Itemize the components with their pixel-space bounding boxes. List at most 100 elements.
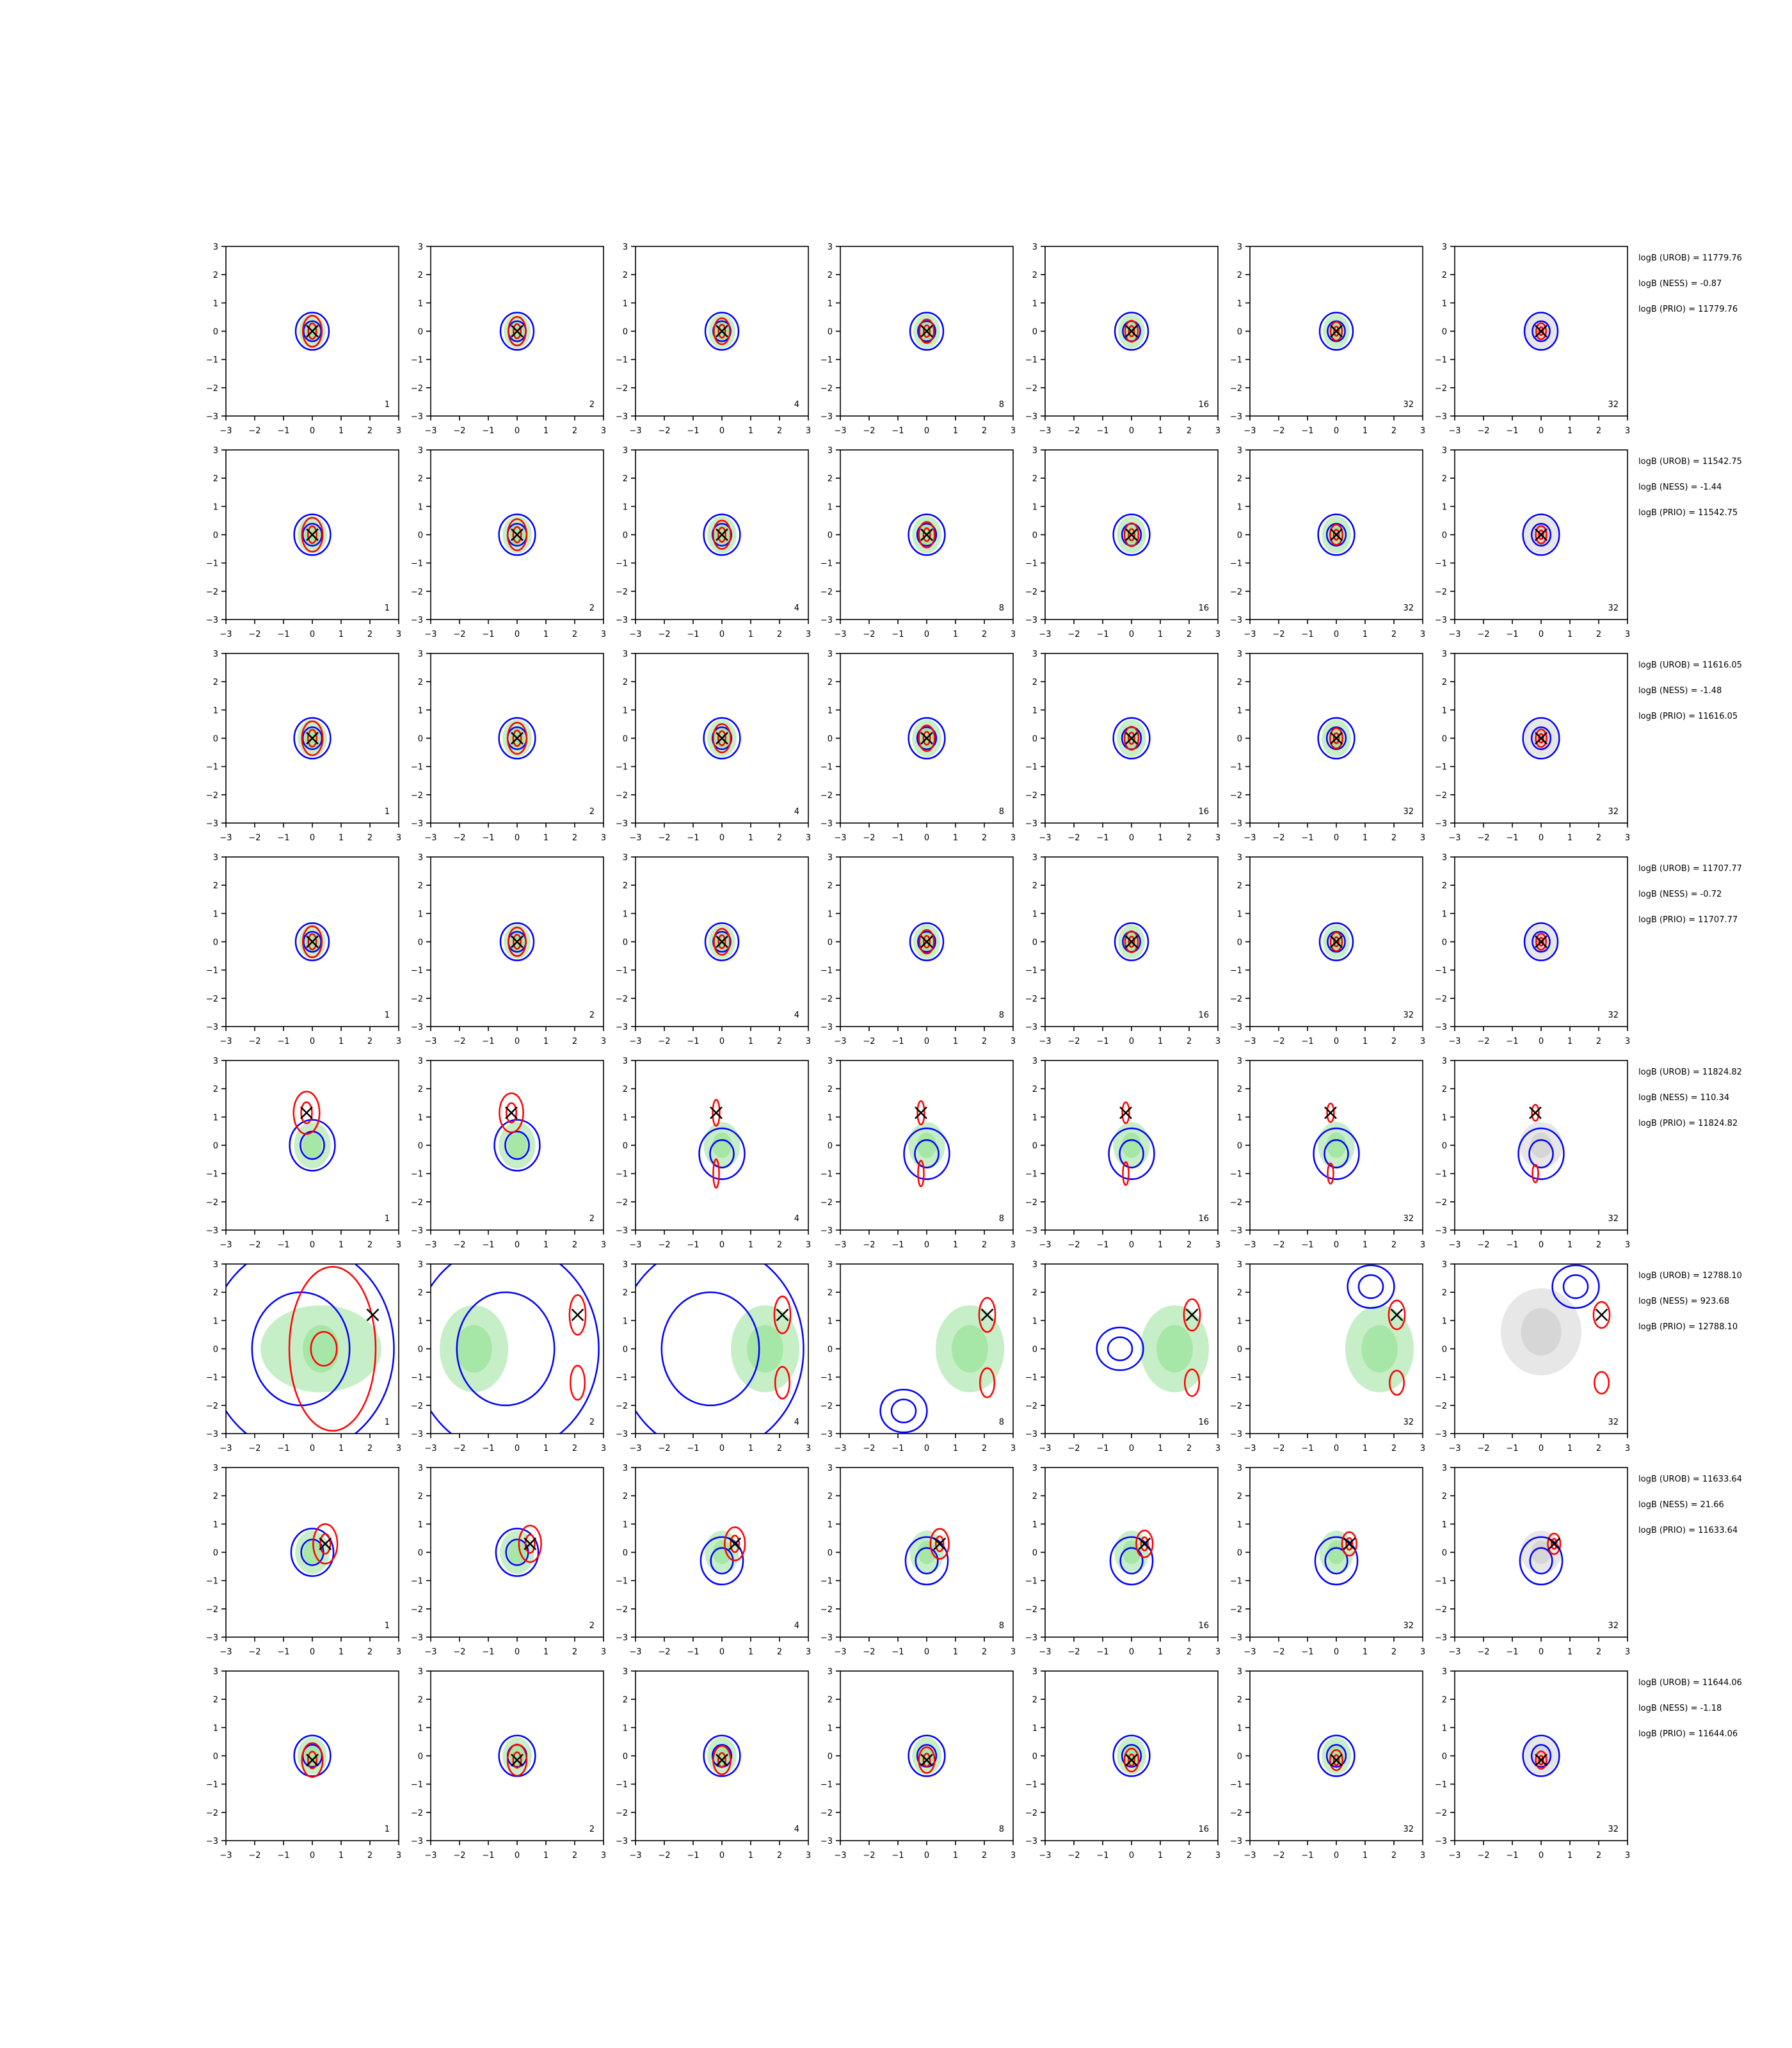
panel: −3−3 −2 −2 −1 −1 0 0 1 1 2 2 3 3 8 bbox=[820, 650, 1016, 843]
x-tick-label: −3 bbox=[1448, 1444, 1460, 1453]
y-tick-label: −1 bbox=[616, 763, 628, 772]
x-tick-label: −2 bbox=[863, 426, 875, 436]
x-tick-label: 0 bbox=[1539, 833, 1544, 843]
panel-column-label: 1 bbox=[385, 604, 390, 613]
blue-contour-outer bbox=[909, 922, 945, 961]
x-tick-label: −1 bbox=[687, 833, 699, 843]
x-tick-label: 1 bbox=[1158, 426, 1163, 436]
y-tick-label: 1 bbox=[1032, 1520, 1037, 1530]
x-tick-label: −2 bbox=[1272, 426, 1284, 436]
panel-plot-area bbox=[908, 1734, 946, 1777]
y-tick-label: −3 bbox=[1025, 819, 1037, 829]
prior-density-inner bbox=[1530, 1132, 1552, 1158]
panel-plot-area bbox=[1522, 1734, 1560, 1777]
x-tick-label: −2 bbox=[1272, 1851, 1284, 1860]
x-tick-label: 2 bbox=[1187, 1444, 1192, 1453]
red-contour-inner bbox=[1333, 325, 1340, 337]
x-tick-label: −2 bbox=[453, 1240, 465, 1250]
blue-contour-inner bbox=[1530, 726, 1552, 750]
blue-contour-outer bbox=[700, 1536, 744, 1586]
x-tick-label: 3 bbox=[1011, 1851, 1016, 1860]
y-tick-label: 1 bbox=[623, 1520, 628, 1530]
y-tick-label: 0 bbox=[1237, 1752, 1242, 1762]
y-tick-label: −3 bbox=[820, 616, 833, 625]
panel: −3−3 −2 −2 −1 −1 0 0 1 1 2 2 3 3 32 bbox=[1230, 446, 1425, 639]
x-tick-label: −1 bbox=[687, 630, 699, 639]
x-tick-label: 2 bbox=[1187, 426, 1192, 436]
x-tick-label: 3 bbox=[396, 426, 401, 436]
y-tick-label: 0 bbox=[213, 1752, 218, 1762]
x-tick-label: −2 bbox=[1068, 1037, 1080, 1046]
x-tick-label: 1 bbox=[1567, 1240, 1572, 1250]
panel-column-label: 4 bbox=[794, 807, 799, 817]
x-tick-label: 1 bbox=[953, 1647, 958, 1657]
panel: −3−3 −2 −2 −1 −1 0 0 1 1 2 2 3 3 1 bbox=[206, 446, 401, 639]
y-tick-label: 1 bbox=[213, 299, 218, 308]
y-tick-label: 2 bbox=[418, 1085, 423, 1094]
red-contour-inner bbox=[300, 1101, 313, 1124]
x-tick-label: 1 bbox=[339, 1851, 344, 1860]
x-tick-label: −2 bbox=[863, 1037, 875, 1046]
x-tick-label: 1 bbox=[953, 833, 958, 843]
red-contour-outer bbox=[1535, 932, 1547, 951]
y-tick-label: 2 bbox=[213, 1492, 218, 1501]
y-tick-label: −3 bbox=[1435, 819, 1447, 829]
y-tick-label: 3 bbox=[1442, 446, 1447, 456]
red-contour-outer bbox=[918, 724, 936, 752]
x-tick-label: −1 bbox=[482, 630, 494, 639]
y-tick-label: 3 bbox=[1237, 650, 1242, 659]
y-tick-label: 2 bbox=[418, 1288, 423, 1298]
y-tick-label: −3 bbox=[820, 1430, 833, 1439]
blue-contour-outer bbox=[1314, 1536, 1359, 1586]
y-tick-label: −3 bbox=[1435, 1023, 1447, 1032]
y-tick-label: 2 bbox=[418, 474, 423, 484]
panel-plot-area bbox=[1501, 1264, 1611, 1395]
blue-contour-inner bbox=[914, 1139, 940, 1169]
y-tick-label: 2 bbox=[418, 881, 423, 891]
y-tick-label: −2 bbox=[1230, 791, 1242, 801]
x-tick-label: −3 bbox=[1039, 1851, 1051, 1860]
x-tick-label: −1 bbox=[482, 426, 494, 436]
x-tick-label: −2 bbox=[453, 1851, 465, 1860]
y-tick-label: 0 bbox=[623, 531, 628, 541]
panel-column-label: 32 bbox=[1403, 1214, 1414, 1224]
y-tick-label: −2 bbox=[616, 791, 628, 801]
red-contour-upper bbox=[712, 1099, 721, 1127]
x-tick-label: 0 bbox=[1129, 1647, 1134, 1657]
x-tick-label: −3 bbox=[1448, 630, 1460, 639]
panel: −3−3 −2 −2 −1 −1 0 0 1 1 2 2 3 3 32 bbox=[1435, 1260, 1630, 1453]
x-tick-label: 2 bbox=[1187, 1240, 1192, 1250]
panel-plot-area bbox=[1517, 1103, 1565, 1183]
x-tick-label: 2 bbox=[982, 1851, 987, 1860]
x-tick-label: 1 bbox=[1158, 630, 1163, 639]
truth-marker bbox=[1535, 324, 1548, 338]
y-tick-label: 0 bbox=[828, 1142, 833, 1151]
x-tick-label: −1 bbox=[687, 1240, 699, 1250]
y-tick-label: 0 bbox=[1032, 531, 1037, 541]
blue-contour-outer bbox=[1108, 1127, 1155, 1180]
y-tick-label: 0 bbox=[1442, 531, 1447, 541]
panel: −3−3 −2 −2 −1 −1 0 0 1 1 2 2 3 3 2 bbox=[411, 243, 606, 436]
panel-plot-area bbox=[1313, 1102, 1360, 1185]
x-tick-label: 3 bbox=[806, 833, 811, 843]
truth-marker bbox=[1535, 528, 1548, 541]
panel: −3−3 −2 −2 −1 −1 0 0 1 1 2 2 3 3 1 bbox=[206, 1464, 401, 1657]
truth-marker bbox=[366, 1308, 380, 1322]
y-tick-label: 0 bbox=[828, 1549, 833, 1558]
x-tick-label: 1 bbox=[1363, 630, 1368, 639]
panel-plot-area bbox=[909, 312, 945, 351]
y-tick-label: −3 bbox=[820, 1837, 833, 1846]
x-tick-label: −2 bbox=[863, 1851, 875, 1860]
x-tick-label: 2 bbox=[1391, 1647, 1396, 1657]
y-tick-label: 1 bbox=[1442, 502, 1447, 512]
y-tick-label: −2 bbox=[1230, 1198, 1242, 1208]
panel: −3−3 −2 −2 −1 −1 0 0 1 1 2 2 3 3 2 bbox=[411, 1464, 606, 1657]
red-contour-inner bbox=[1550, 1537, 1558, 1550]
y-tick-label: 1 bbox=[418, 1724, 423, 1733]
x-tick-label: −1 bbox=[277, 1240, 289, 1250]
y-tick-label: −1 bbox=[411, 1373, 423, 1383]
x-tick-label: 1 bbox=[543, 1037, 548, 1046]
blue-contour-outer bbox=[1112, 513, 1151, 556]
y-tick-label: 3 bbox=[418, 243, 423, 252]
y-tick-label: 0 bbox=[418, 1142, 423, 1151]
